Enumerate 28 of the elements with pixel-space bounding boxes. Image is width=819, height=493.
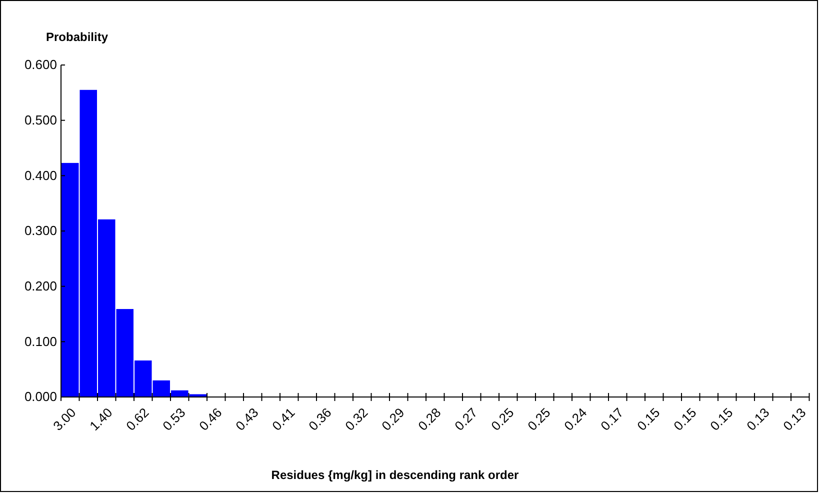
x-tick-label: 0.25 bbox=[488, 404, 517, 434]
y-axis-title: Probability bbox=[46, 30, 108, 44]
x-tick-label: 0.53 bbox=[160, 404, 188, 434]
x-axis-title: Residues {mg/kg] in descending rank order bbox=[271, 468, 520, 482]
x-tick-label: 0.41 bbox=[269, 404, 298, 434]
y-tick-label: 0.500 bbox=[24, 112, 57, 128]
x-tick-label: 0.28 bbox=[415, 404, 444, 434]
x-tick-label: 3.00 bbox=[50, 404, 79, 434]
x-tick-label: 0.32 bbox=[342, 404, 371, 434]
x-tick-label: 0.15 bbox=[707, 404, 736, 434]
y-tick-label: 0.000 bbox=[24, 389, 57, 404]
x-tick-label: 0.15 bbox=[634, 404, 663, 434]
x-tick-label: 0.29 bbox=[378, 404, 408, 434]
y-tick-label: 0.400 bbox=[24, 168, 57, 183]
x-tick-label: 1.40 bbox=[86, 404, 116, 434]
x-tick-label: 0.36 bbox=[306, 404, 334, 434]
x-tick-label: 0.13 bbox=[780, 404, 809, 434]
x-tick-label: 0.24 bbox=[561, 404, 590, 434]
x-tick-label: 0.13 bbox=[744, 404, 772, 434]
y-tick-label: 0.200 bbox=[24, 278, 57, 294]
y-tick-label: 0.100 bbox=[24, 334, 57, 349]
x-tick-label: 0.46 bbox=[196, 404, 225, 434]
x-tick-label: 0.15 bbox=[670, 404, 700, 434]
x-tick-label: 0.25 bbox=[524, 404, 554, 434]
x-tick-label: 0.43 bbox=[232, 404, 262, 434]
y-tick-label: 0.600 bbox=[24, 57, 57, 72]
x-tick-label: 0.62 bbox=[123, 404, 152, 434]
y-tick-label: 0.300 bbox=[24, 223, 57, 238]
